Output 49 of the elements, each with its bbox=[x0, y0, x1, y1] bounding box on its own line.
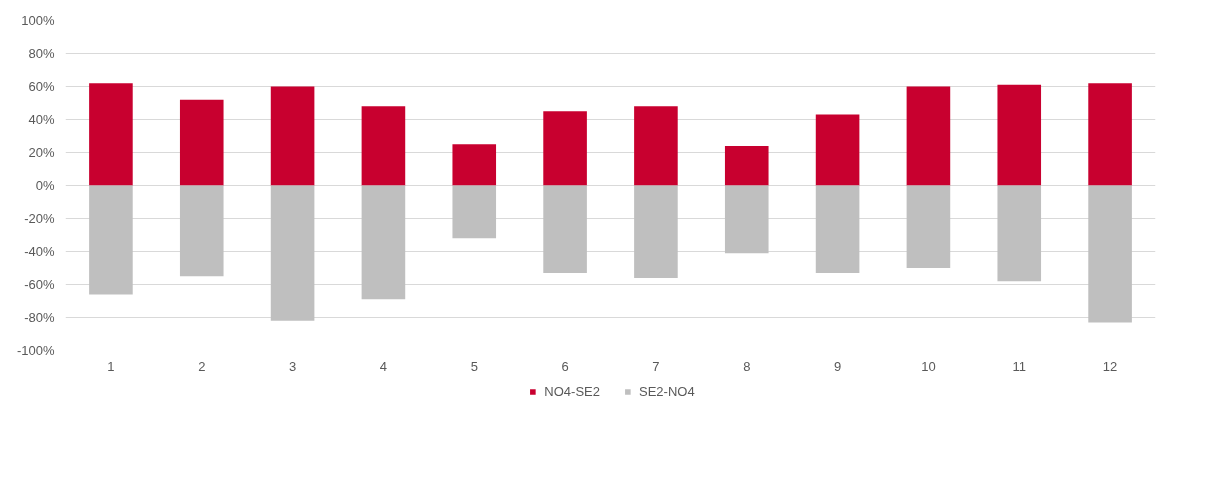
bar bbox=[724, 145, 769, 186]
bar bbox=[906, 185, 951, 268]
bar bbox=[179, 99, 224, 186]
bar bbox=[906, 86, 951, 186]
y-tick-label: 40% bbox=[28, 112, 55, 127]
bar bbox=[179, 185, 224, 277]
y-tick-label: -60% bbox=[24, 277, 55, 292]
y-tick-label: 100% bbox=[21, 13, 55, 28]
legend-label: NO4-SE2 bbox=[544, 383, 600, 399]
x-tick-label: 12 bbox=[1102, 358, 1118, 374]
bar bbox=[543, 185, 587, 273]
legend-label: SE2-NO4 bbox=[639, 383, 695, 399]
y-tick-label: 0% bbox=[35, 178, 55, 193]
x-tick-label: 5 bbox=[470, 358, 478, 374]
bar bbox=[361, 185, 406, 300]
y-tick-label: -100% bbox=[16, 343, 55, 358]
y-tick-label: -80% bbox=[24, 310, 55, 325]
bar bbox=[452, 144, 497, 186]
bar bbox=[724, 185, 769, 254]
bar bbox=[634, 106, 678, 186]
bar bbox=[1088, 83, 1132, 186]
bar bbox=[815, 114, 860, 186]
bar bbox=[997, 84, 1042, 186]
y-tick-label: 20% bbox=[28, 145, 55, 160]
bar bbox=[270, 185, 315, 321]
y-tick-label: -40% bbox=[24, 244, 55, 259]
bar bbox=[634, 185, 678, 278]
x-tick-label: 8 bbox=[743, 358, 751, 374]
x-tick-label: 7 bbox=[652, 358, 660, 374]
x-tick-label: 4 bbox=[379, 358, 388, 374]
x-tick-label: 6 bbox=[561, 358, 569, 374]
x-tick-label: 2 bbox=[198, 358, 206, 374]
bar bbox=[89, 185, 133, 295]
bar bbox=[815, 185, 860, 273]
y-tick-label: 80% bbox=[28, 46, 55, 61]
bar bbox=[361, 106, 406, 186]
bar bbox=[1088, 185, 1132, 323]
bar bbox=[89, 83, 133, 186]
x-tick-label: 3 bbox=[288, 358, 297, 374]
y-tick-label: 60% bbox=[28, 79, 55, 94]
x-tick-label: 9 bbox=[833, 358, 842, 374]
bar bbox=[270, 86, 315, 186]
x-tick-label: 11 bbox=[1012, 358, 1026, 374]
y-tick-label: -20% bbox=[24, 211, 55, 226]
bar bbox=[997, 185, 1042, 282]
x-tick-label: 10 bbox=[921, 358, 936, 374]
bar bbox=[543, 111, 587, 186]
bar bbox=[452, 185, 497, 239]
x-tick-label: 1 bbox=[107, 358, 115, 374]
